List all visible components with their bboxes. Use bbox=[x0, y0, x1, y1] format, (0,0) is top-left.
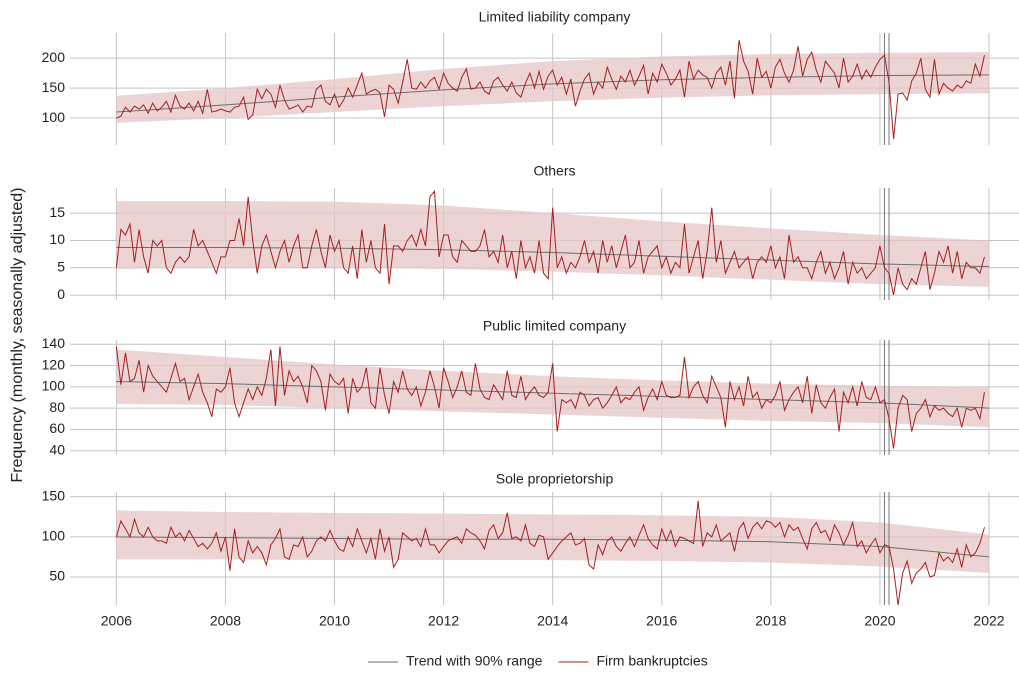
trend-line bbox=[116, 381, 990, 409]
y-tick-label: 80 bbox=[49, 399, 65, 415]
y-tick-label: 0 bbox=[57, 286, 65, 302]
y-tick-label: 15 bbox=[49, 204, 65, 220]
x-tick-label: 2008 bbox=[210, 613, 241, 629]
x-tick-label: 2016 bbox=[646, 613, 677, 629]
x-tick-label: 2014 bbox=[537, 613, 568, 629]
y-tick-label: 100 bbox=[42, 528, 66, 544]
y-tick-label: 60 bbox=[49, 420, 65, 436]
x-tick-label: 2020 bbox=[864, 613, 895, 629]
x-tick-label: 2010 bbox=[319, 613, 350, 629]
y-tick-label: 150 bbox=[42, 79, 66, 95]
panel-title: Sole proprietorship bbox=[496, 471, 614, 487]
series-line bbox=[115, 346, 985, 449]
y-tick-label: 150 bbox=[42, 488, 66, 504]
trend-band bbox=[116, 52, 990, 123]
x-tick-label: 2006 bbox=[101, 613, 132, 629]
series-line bbox=[115, 189, 985, 296]
y-tick-label: 10 bbox=[49, 231, 65, 247]
trend-line bbox=[116, 74, 990, 113]
panel-title: Others bbox=[533, 163, 575, 179]
panel-title: Limited liability company bbox=[479, 9, 631, 25]
y-tick-label: 100 bbox=[42, 378, 66, 394]
series-line bbox=[115, 500, 985, 606]
y-tick-label: 120 bbox=[42, 356, 66, 372]
y-tick-label: 40 bbox=[49, 441, 65, 457]
x-tick-label: 2018 bbox=[755, 613, 786, 629]
y-tick-label: 50 bbox=[49, 568, 65, 584]
legend-label: Firm bankruptcies bbox=[596, 653, 707, 669]
x-tick-label: 2022 bbox=[973, 613, 1004, 629]
trend-band bbox=[116, 510, 990, 573]
y-axis-label: Frequency (monthly, seasonally adjusted) bbox=[9, 188, 26, 483]
series-line bbox=[116, 40, 985, 140]
x-tick-label: 2012 bbox=[428, 613, 459, 629]
y-tick-label: 200 bbox=[42, 49, 66, 65]
y-tick-label: 100 bbox=[42, 109, 66, 125]
trend-band bbox=[116, 349, 990, 428]
trend-band bbox=[116, 201, 990, 287]
y-tick-label: 140 bbox=[42, 335, 66, 351]
y-tick-label: 5 bbox=[57, 258, 65, 274]
legend-label: Trend with 90% range bbox=[406, 653, 543, 669]
panel-title: Public limited company bbox=[483, 318, 626, 334]
